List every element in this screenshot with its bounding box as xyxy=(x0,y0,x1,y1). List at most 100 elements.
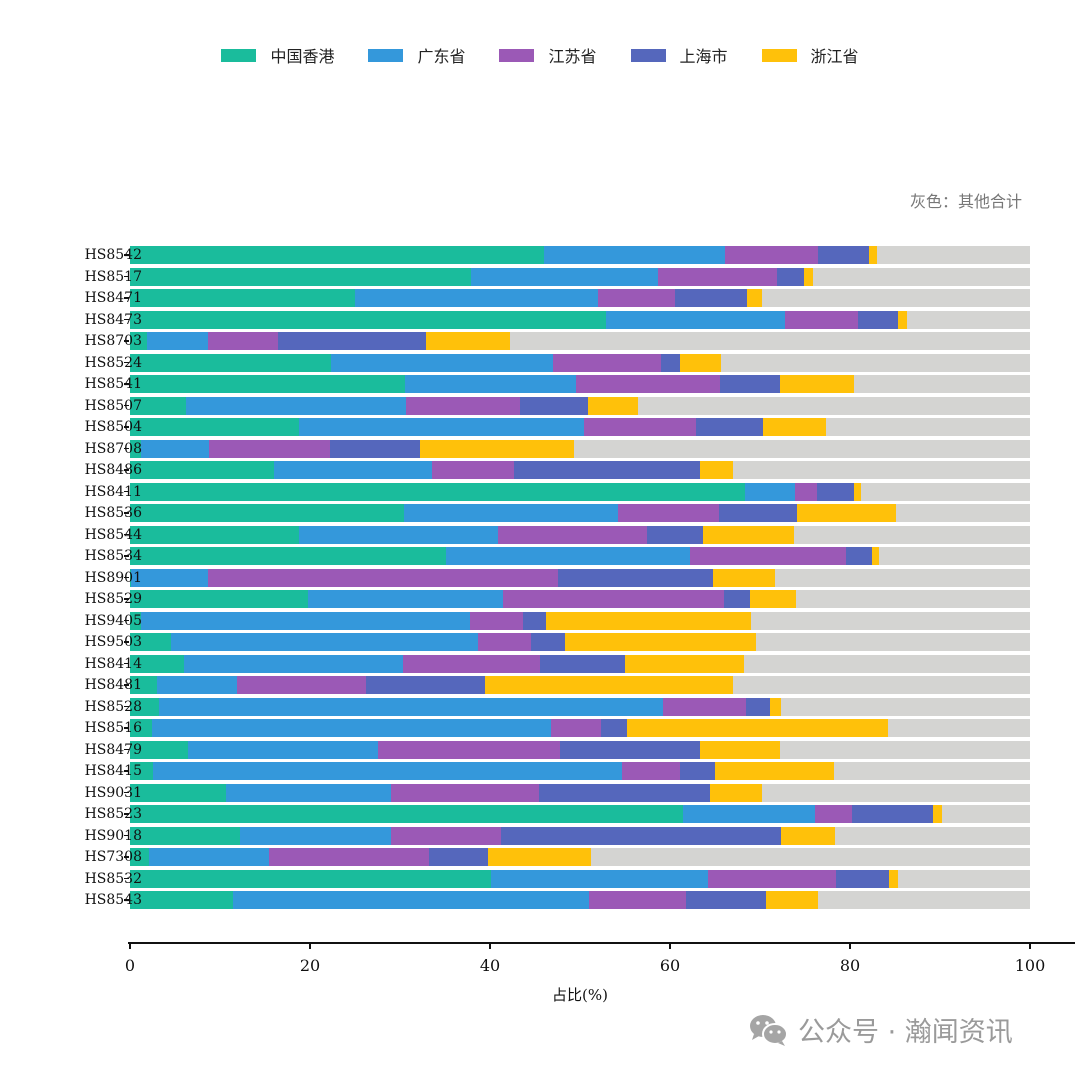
bar-segment xyxy=(544,246,725,264)
bar-segment xyxy=(762,418,826,436)
bar-segment xyxy=(130,289,355,307)
legend-label: 广东省 xyxy=(417,47,466,66)
bar-segment-other xyxy=(941,805,1030,823)
bar-segment-other xyxy=(732,676,1030,694)
y-tick xyxy=(124,533,129,536)
bar-row xyxy=(124,697,1030,716)
bar-segment xyxy=(795,482,817,501)
y-tick xyxy=(124,318,129,321)
bar-row xyxy=(124,310,1030,329)
y-tick-label: HS8507 xyxy=(84,397,142,414)
wechat-icon xyxy=(750,1014,788,1046)
bar-segment xyxy=(130,590,309,608)
bar-row xyxy=(124,332,1030,350)
bar-segment xyxy=(538,783,710,802)
bar-row xyxy=(124,633,1030,651)
bar-row xyxy=(124,418,1030,436)
bar-segment xyxy=(185,396,407,415)
bar-segment-other xyxy=(876,246,1030,264)
bar-segment xyxy=(130,504,404,522)
bar-row xyxy=(124,590,1030,608)
y-tick xyxy=(124,748,129,751)
bar-segment xyxy=(785,310,859,329)
bar-segment xyxy=(816,482,854,501)
y-tick-label: HS8536 xyxy=(84,505,142,521)
bar-row xyxy=(124,719,1030,737)
legend: 中国香港 广东省 江苏省 上海市 浙江省 xyxy=(0,43,1080,67)
bar-segment xyxy=(184,654,403,673)
bar-segment xyxy=(130,805,683,823)
bar-segment-other xyxy=(780,697,1030,716)
legend-item: 浙江省 xyxy=(761,43,859,67)
bar-segment xyxy=(624,654,744,673)
x-tick-label: 40 xyxy=(479,956,501,975)
bar-segment-other xyxy=(833,762,1030,780)
bar-segment xyxy=(720,375,780,393)
bar-segment xyxy=(682,805,815,823)
x-tick xyxy=(309,942,311,949)
bar-row xyxy=(124,547,1030,565)
bar-segment xyxy=(299,525,499,544)
bar-segment xyxy=(130,267,472,286)
bar-row xyxy=(124,826,1030,845)
bar-segment xyxy=(560,740,700,759)
bar-segment-other xyxy=(573,439,1030,458)
watermark: 公众号 · 瀚闻资讯 xyxy=(748,1010,1013,1049)
bar-segment-other xyxy=(794,525,1030,544)
x-tick xyxy=(1029,942,1031,949)
bar-segment xyxy=(699,461,733,479)
bar-segment-other xyxy=(897,869,1030,888)
bar-segment-other xyxy=(853,375,1030,393)
legend-swatch xyxy=(221,48,257,62)
bar-segment xyxy=(626,719,888,737)
bar-segment xyxy=(871,547,879,565)
bar-segment xyxy=(365,676,485,694)
y-tick-label: HS8411 xyxy=(84,483,142,500)
bar-segment xyxy=(187,740,379,759)
bar-segment xyxy=(600,719,627,737)
bar-segment xyxy=(130,568,131,587)
y-tick-label: HS8504 xyxy=(84,419,142,435)
y-tick xyxy=(124,641,129,643)
bar-segment-other xyxy=(750,611,1030,630)
bar-segment xyxy=(390,826,501,845)
y-tick-label: HS8473 xyxy=(84,311,142,328)
bar-segment xyxy=(777,267,805,286)
x-tick-label: 60 xyxy=(659,956,681,975)
watermark-text: 公众号 · 瀚闻资讯 xyxy=(798,1017,1013,1048)
y-tick-label: HS8532 xyxy=(84,870,142,887)
y-tick xyxy=(124,899,129,901)
bar-segment xyxy=(426,332,510,350)
bar-segment-other xyxy=(721,353,1030,372)
bar-segment-other xyxy=(761,289,1030,307)
y-tick xyxy=(124,447,129,450)
bar-segment xyxy=(140,439,210,458)
bar-segment xyxy=(709,783,762,802)
y-tick xyxy=(124,684,129,686)
bar-segment xyxy=(897,310,907,329)
bar-segment xyxy=(330,353,553,372)
bar-segment xyxy=(498,525,647,544)
bar-segment xyxy=(130,676,157,694)
bar-segment xyxy=(268,848,429,866)
bar-segment xyxy=(239,826,391,845)
bar-segment xyxy=(490,869,708,888)
bar-segment xyxy=(932,805,942,823)
y-tick xyxy=(124,361,129,364)
bar-segment xyxy=(308,590,503,608)
bar-segment xyxy=(846,547,872,565)
y-tick xyxy=(124,791,129,794)
bar-segment xyxy=(151,719,552,737)
bar-segment xyxy=(130,826,240,845)
bar-segment xyxy=(662,697,746,716)
bar-segment xyxy=(130,568,209,587)
bar-row xyxy=(124,869,1030,888)
bar-row xyxy=(124,504,1030,522)
bar-segment-other xyxy=(895,504,1030,522)
bar-segment-other xyxy=(860,482,1030,501)
bar-segment xyxy=(208,568,559,587)
bar-segment xyxy=(598,289,676,307)
bar-segment-other xyxy=(775,568,1030,587)
bar-segment xyxy=(707,869,836,888)
bar-segment xyxy=(888,869,898,888)
